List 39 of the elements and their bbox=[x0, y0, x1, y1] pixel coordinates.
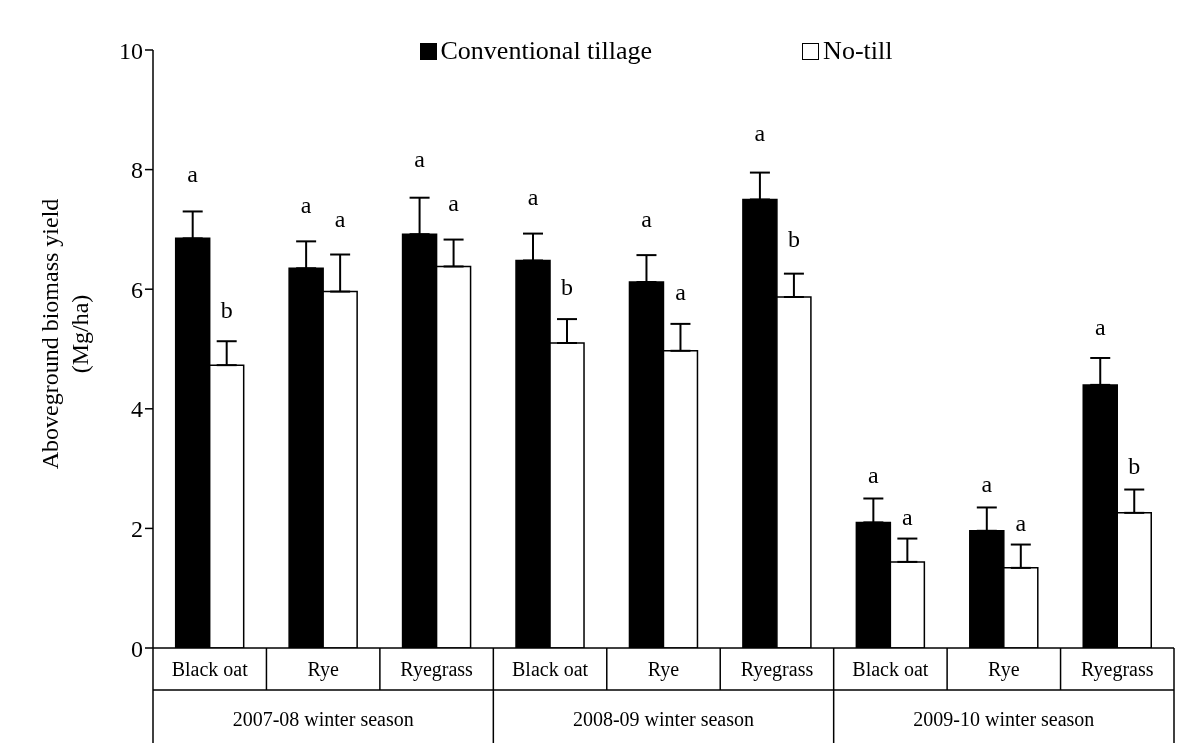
text: 2008-09 winter season bbox=[572, 708, 755, 730]
data-label: a bbox=[414, 146, 426, 173]
x-tick-label: Rye bbox=[647, 658, 680, 682]
data-label: a bbox=[675, 278, 687, 305]
x-tick-label: Ryegrass bbox=[400, 658, 474, 682]
data-label: b bbox=[787, 225, 800, 252]
data-label: a bbox=[187, 160, 199, 187]
y-tick-label: 10 bbox=[119, 37, 143, 64]
y-tick-label: 6 bbox=[131, 276, 143, 303]
x-tick-label: Black oat bbox=[512, 658, 589, 681]
data-label: a bbox=[1015, 510, 1027, 537]
data-label: b bbox=[561, 273, 574, 300]
data-label: a bbox=[334, 205, 346, 232]
y-axis-title: Aboveground biomass yield (Mg/ha) bbox=[37, 198, 93, 470]
y-tick-label: 2 bbox=[131, 515, 143, 542]
x-tick-label: Black oat bbox=[171, 658, 249, 681]
data-label: a bbox=[868, 462, 880, 488]
x-tick-label: Ryegrass bbox=[740, 658, 814, 682]
legend-label: No-till bbox=[823, 36, 893, 66]
data-label: b bbox=[1128, 452, 1141, 479]
data-label: b bbox=[220, 296, 233, 323]
text: 2009-10 winter season bbox=[913, 708, 1095, 730]
x-tick-label: Black oat bbox=[852, 658, 929, 681]
y-tick-label: 4 bbox=[131, 396, 143, 423]
data-label: a bbox=[448, 190, 460, 217]
data-label: a bbox=[300, 191, 312, 218]
y-tick-label: 8 bbox=[131, 157, 143, 184]
x-tick-label: Rye bbox=[988, 658, 1020, 682]
data-label: a bbox=[754, 119, 766, 146]
legend-label: Conventional tillage bbox=[440, 36, 653, 66]
data-label: a bbox=[527, 183, 539, 210]
data-label: a bbox=[1094, 314, 1106, 341]
data-label: a bbox=[981, 471, 993, 498]
x-tick-label: Rye bbox=[307, 658, 339, 682]
data-label: a bbox=[641, 206, 653, 233]
x-tick-label: Ryegrass bbox=[1081, 658, 1154, 682]
text: 2007-08 winter season bbox=[232, 708, 414, 730]
y-tick-label: 0 bbox=[131, 635, 143, 662]
data-label: a bbox=[902, 504, 914, 531]
